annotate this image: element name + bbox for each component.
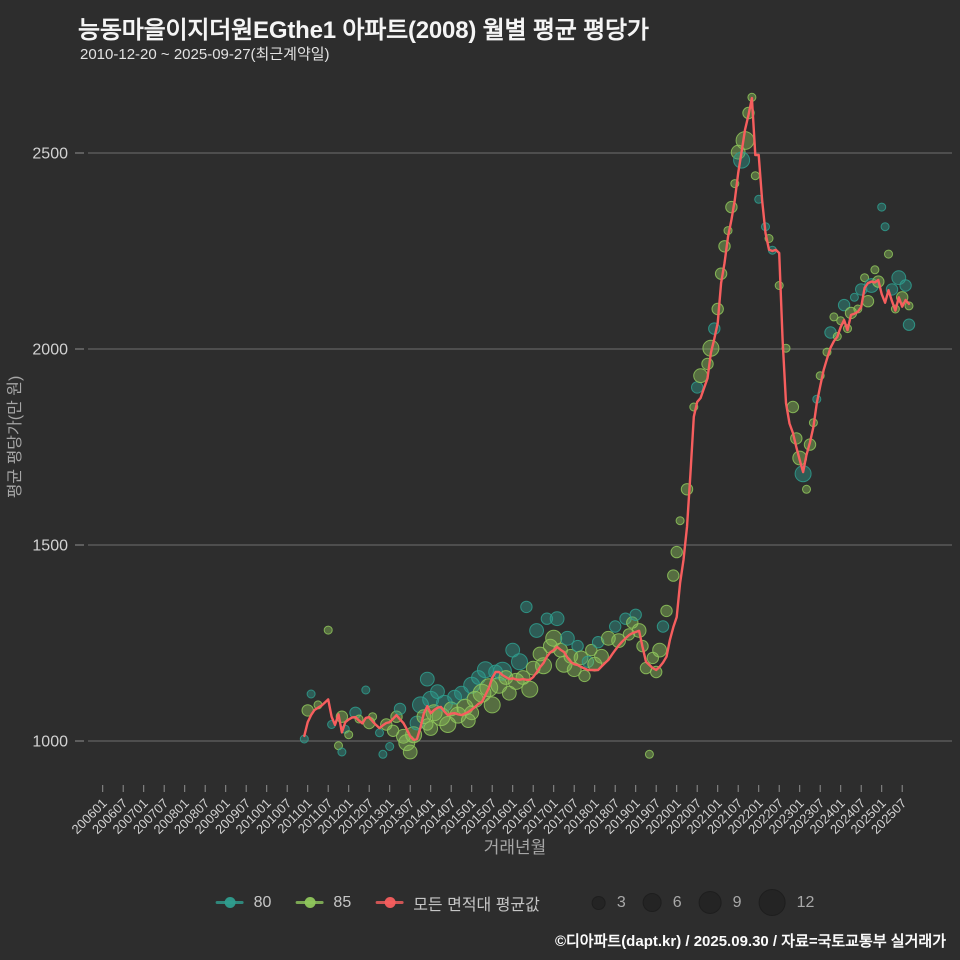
legend-item-average[interactable]: 모든 면적대 평균값: [375, 891, 540, 915]
size-circle-9-icon: [698, 891, 722, 914]
size-label-9: 9: [732, 893, 742, 911]
bubble-80[interactable]: [375, 728, 384, 738]
bubble-80[interactable]: [540, 612, 554, 625]
bubble-80[interactable]: [691, 381, 704, 394]
bubble-85[interactable]: [829, 312, 839, 322]
bubble-85[interactable]: [545, 629, 563, 647]
bubble-size-legend: 3 6 9 12: [591, 889, 815, 916]
bubble-85[interactable]: [521, 680, 539, 698]
bubble-85[interactable]: [483, 696, 501, 714]
bubble-80[interactable]: [629, 608, 642, 621]
bubble-85[interactable]: [573, 650, 589, 666]
bubble-85[interactable]: [786, 400, 800, 414]
bubble-80[interactable]: [529, 623, 544, 638]
bubble-85[interactable]: [660, 604, 673, 618]
bubble-80[interactable]: [656, 620, 670, 633]
size-legend-item-6: 6: [642, 893, 682, 912]
bubble-85[interactable]: [460, 713, 476, 728]
bubble-85[interactable]: [750, 171, 760, 181]
bubble-80[interactable]: [902, 318, 916, 331]
x-axis-title: 거래년월: [484, 838, 547, 857]
legend-label-80: 80: [253, 893, 272, 911]
bubble-80[interactable]: [880, 222, 890, 232]
bubble-85[interactable]: [675, 516, 685, 526]
bubble-85[interactable]: [585, 643, 598, 657]
bubble-80[interactable]: [378, 749, 388, 759]
bubble-85[interactable]: [652, 642, 667, 658]
bubble-85[interactable]: [402, 744, 418, 760]
size-legend-item-9: 9: [698, 891, 742, 914]
bubble-80[interactable]: [591, 636, 605, 649]
bubble-85[interactable]: [693, 368, 708, 384]
avg-price-line[interactable]: [303, 96, 911, 741]
bubble-80[interactable]: [609, 620, 622, 633]
chart-title: 능동마을이지더원EGthe1 아파트(2008) 월별 평균 평당가: [78, 17, 649, 44]
bubble-80[interactable]: [837, 298, 851, 312]
bubble-85[interactable]: [667, 569, 680, 582]
y-tick-label: 2500: [32, 146, 68, 163]
size-label-12: 12: [796, 893, 815, 911]
bubble-80[interactable]: [385, 742, 395, 751]
bubble-85[interactable]: [884, 249, 893, 259]
y-axis-title: 평균 평당가(만 원): [6, 376, 24, 499]
size-circle-12-icon: [758, 889, 786, 916]
y-tick-label: 1000: [32, 734, 68, 751]
bubble-80[interactable]: [849, 292, 859, 302]
size-label-6: 6: [672, 893, 682, 911]
size-circle-6-icon: [642, 893, 662, 912]
bubble-85[interactable]: [594, 648, 609, 664]
legend-item-80[interactable]: 80: [215, 893, 272, 912]
bubble-80[interactable]: [447, 689, 463, 705]
bubble-80[interactable]: [877, 202, 887, 212]
bubble-80[interactable]: [419, 671, 435, 687]
legend-label-85: 85: [333, 893, 352, 911]
y-tick-label: 2000: [32, 342, 68, 359]
legend: 80 85 모든 면적대 평균값 3 6 9: [215, 889, 815, 916]
bubble-85[interactable]: [860, 273, 870, 283]
bubble-85[interactable]: [323, 625, 333, 635]
bubble-85[interactable]: [904, 301, 914, 311]
size-label-3: 3: [616, 893, 626, 911]
size-legend-item-12: 12: [758, 889, 815, 916]
bubble-85[interactable]: [644, 749, 654, 759]
bubble-80[interactable]: [511, 653, 528, 671]
legend-label-average: 모든 면적대 평균값: [413, 896, 540, 914]
bubble-80[interactable]: [361, 685, 371, 695]
size-legend-item-3: 3: [591, 893, 626, 912]
bubble-85[interactable]: [870, 265, 880, 275]
legend-marker-average-icon: [375, 897, 404, 908]
y-tick-label: 1500: [32, 538, 68, 555]
chart-subtitle: 2010-12-20 ~ 2025-09-27(최근계약일): [80, 46, 330, 63]
legend-item-85[interactable]: 85: [295, 894, 351, 912]
legend-marker-80-icon: [215, 897, 244, 908]
bubble-80[interactable]: [520, 600, 533, 614]
bubble-85[interactable]: [423, 721, 439, 736]
bubble-85[interactable]: [680, 483, 694, 496]
bubble-80[interactable]: [393, 702, 407, 716]
bubble-80[interactable]: [560, 630, 575, 646]
bubble-85[interactable]: [802, 484, 811, 494]
legend-marker-85-icon: [295, 897, 324, 908]
bubble-80[interactable]: [412, 696, 429, 714]
bubble-85[interactable]: [344, 730, 354, 740]
size-circle-3-icon: [591, 895, 606, 910]
bubble-80[interactable]: [571, 639, 584, 653]
bubble-80[interactable]: [899, 279, 912, 292]
bubble-80[interactable]: [337, 747, 347, 757]
bubble-85[interactable]: [578, 669, 591, 683]
copyright-footer: ©디아파트(dapt.kr) / 2025.09.30 / 자료=국토교통부 실…: [554, 933, 946, 950]
bubble-80[interactable]: [306, 689, 316, 699]
bubble-85[interactable]: [701, 357, 714, 371]
bubble-80[interactable]: [549, 611, 565, 627]
bubble-85[interactable]: [670, 545, 683, 559]
bubble-80[interactable]: [794, 465, 812, 483]
